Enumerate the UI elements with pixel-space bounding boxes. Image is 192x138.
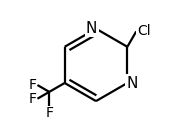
Text: F: F xyxy=(45,106,53,120)
Text: F: F xyxy=(29,92,37,106)
Text: N: N xyxy=(86,21,97,36)
Text: Cl: Cl xyxy=(137,24,151,38)
Text: N: N xyxy=(126,75,137,91)
Text: F: F xyxy=(29,78,37,92)
